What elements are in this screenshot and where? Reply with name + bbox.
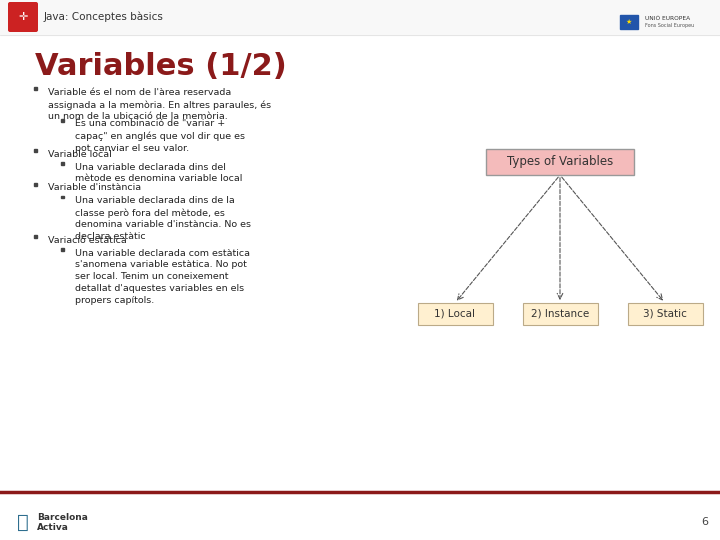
FancyBboxPatch shape xyxy=(12,511,34,533)
Text: Java: Conceptes bàsics: Java: Conceptes bàsics xyxy=(44,12,164,22)
Text: 1) Local: 1) Local xyxy=(434,309,475,319)
Bar xyxy=(61,119,63,122)
Text: Ⓐ: Ⓐ xyxy=(17,512,29,531)
Text: 2) Instance: 2) Instance xyxy=(531,309,589,319)
Text: Types of Variables: Types of Variables xyxy=(507,156,613,168)
Text: És una combinació de "variar +
capaç" en anglés que vol dir que es
pot canviar e: És una combinació de "variar + capaç" en… xyxy=(75,119,245,153)
Text: Variable és el nom de l'àrea reservada
assignada a la memòria. En altres paraule: Variable és el nom de l'àrea reservada a… xyxy=(48,88,271,122)
FancyBboxPatch shape xyxy=(523,303,598,325)
Bar xyxy=(620,15,638,29)
FancyBboxPatch shape xyxy=(8,2,38,32)
Text: Fons Social Europeu: Fons Social Europeu xyxy=(645,23,694,28)
Bar xyxy=(0,0,720,35)
Text: Variable d'instància: Variable d'instància xyxy=(48,184,141,192)
Text: ✛: ✛ xyxy=(18,12,27,22)
Bar xyxy=(34,87,37,90)
Bar xyxy=(34,149,37,152)
FancyBboxPatch shape xyxy=(628,303,703,325)
Text: 3) Static: 3) Static xyxy=(643,309,687,319)
Text: Variables (1/2): Variables (1/2) xyxy=(35,52,287,81)
Bar xyxy=(34,183,37,186)
Bar xyxy=(61,195,63,198)
Text: 6: 6 xyxy=(701,517,708,527)
Text: Una variable declarada com estàtica
s'anomena variable estàtica. No pot
ser loca: Una variable declarada com estàtica s'an… xyxy=(75,248,250,305)
Text: Barcelona: Barcelona xyxy=(37,512,88,522)
Text: ★: ★ xyxy=(626,19,632,25)
Text: Una variable declarada dins de la
classe però fora del mètode, es
denomina varia: Una variable declarada dins de la classe… xyxy=(75,196,251,241)
FancyBboxPatch shape xyxy=(486,149,634,175)
Text: Variació estàtica: Variació estàtica xyxy=(48,236,127,245)
Bar xyxy=(61,162,63,165)
Text: Activa: Activa xyxy=(37,523,69,531)
FancyBboxPatch shape xyxy=(418,303,492,325)
Bar xyxy=(61,248,63,251)
Text: Variable local: Variable local xyxy=(48,150,112,159)
Text: Una variable declarada dins del
mètode es denomina variable local: Una variable declarada dins del mètode e… xyxy=(75,163,243,183)
Text: UNIÓ EUROPEA: UNIÓ EUROPEA xyxy=(645,17,690,22)
Bar xyxy=(34,235,37,238)
